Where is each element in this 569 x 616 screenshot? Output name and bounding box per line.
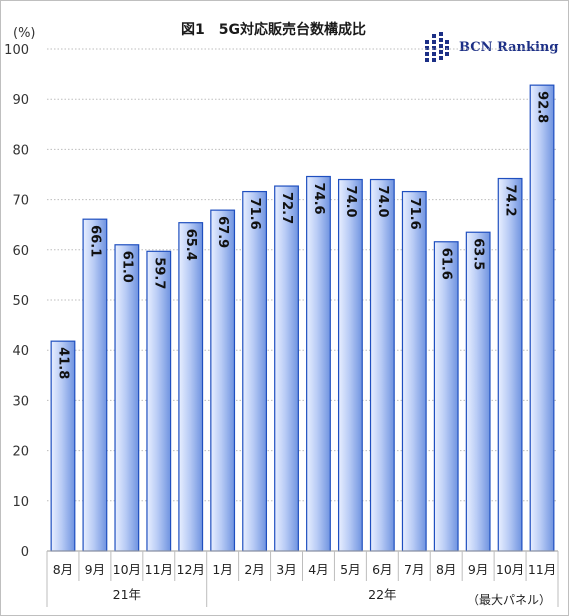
- bar: [465, 231, 491, 552]
- y-tick-label: 30: [12, 394, 29, 409]
- bar-value-label: 61.6: [439, 248, 454, 280]
- bars: 41.8 66.1 61.0 59.7 65.4 67.9 71.6 72.7 74.6 74.0…: [50, 84, 555, 552]
- x-tick-label: 9月: [85, 562, 105, 577]
- y-tick-label: 70: [12, 194, 29, 209]
- bar-value-label: 65.4: [183, 229, 198, 261]
- bar: [433, 241, 459, 552]
- bar: [114, 244, 140, 552]
- x-tick-label: 6月: [372, 562, 392, 577]
- bar: [369, 178, 395, 552]
- y-tick-label: 90: [12, 93, 29, 108]
- y-tick-label: 100: [4, 43, 29, 58]
- x-tick-label: 11月: [528, 562, 556, 577]
- y-tick-label: 60: [12, 244, 29, 259]
- x-tick-label: 7月: [404, 562, 424, 577]
- x-tick-label: 9月: [468, 562, 488, 577]
- bar: [401, 190, 427, 552]
- bar: [82, 218, 108, 552]
- y-axis-ticks: 0 10 20 30 40 50 60 70 80 90 100: [4, 43, 29, 560]
- bar: [178, 222, 204, 552]
- x-tick-label: 11月: [145, 562, 173, 577]
- bar: [210, 209, 236, 552]
- x-tick-label: 10月: [496, 562, 524, 577]
- x-group-label: 21年: [113, 587, 141, 602]
- bcn-ranking-logo: BCN Ranking: [425, 31, 558, 63]
- y-tick-label: 80: [12, 143, 29, 158]
- bar-value-label: 74.6: [311, 183, 326, 215]
- bar: [146, 250, 172, 552]
- logo-text: BCN Ranking: [459, 39, 559, 55]
- bar-value-label: 61.0: [119, 251, 134, 283]
- bcn-logo-icon: [425, 32, 449, 62]
- bar: [242, 190, 268, 552]
- bar-value-label: 67.9: [215, 216, 230, 248]
- bar-value-label: 59.7: [151, 257, 166, 289]
- bar-value-label: 63.5: [471, 238, 486, 270]
- bar-value-label: 71.6: [247, 198, 262, 230]
- bar-value-label: 72.7: [279, 192, 294, 224]
- x-axis: 8月 9月 10月 11月 12月 1月 2月 3月 4月 5月 6月 7月 8月 9月 10月 11月 21年…: [46, 550, 559, 607]
- bar: [529, 84, 555, 552]
- bar-value-label: 41.8: [55, 347, 70, 379]
- y-tick-label: 50: [12, 294, 29, 309]
- bar-value-label: 92.8: [535, 91, 550, 123]
- bar-value-label: 71.6: [407, 198, 422, 230]
- x-tick-label: 2月: [244, 562, 264, 577]
- bar: [497, 177, 523, 552]
- x-tick-label: 3月: [276, 562, 296, 577]
- bar-value-label: 74.2: [503, 185, 518, 217]
- y-tick-label: 10: [12, 495, 29, 510]
- chart-title: 図1 5G対応販売台数構成比: [181, 22, 366, 38]
- x-tick-label: 12月: [177, 562, 205, 577]
- x-tick-label: 8月: [53, 562, 73, 577]
- bar-value-label: 74.0: [375, 186, 390, 218]
- x-group-label: 22年: [368, 587, 396, 602]
- x-tick-label: 1月: [212, 562, 232, 577]
- bar: [337, 178, 363, 552]
- bar-value-label: 74.0: [343, 186, 358, 218]
- x-tick-label: 4月: [308, 562, 328, 577]
- panel-note: （最大パネル）: [467, 593, 552, 607]
- y-tick-label: 0: [21, 545, 29, 560]
- y-axis-label: (%): [13, 26, 36, 41]
- x-tick-label: 8月: [436, 562, 456, 577]
- y-tick-label: 20: [12, 445, 29, 460]
- x-tick-label: 10月: [113, 562, 141, 577]
- bar: [306, 175, 331, 552]
- y-tick-label: 40: [12, 344, 29, 359]
- bar: [274, 185, 299, 552]
- x-tick-label: 5月: [340, 562, 360, 577]
- bar-value-label: 66.1: [87, 225, 102, 257]
